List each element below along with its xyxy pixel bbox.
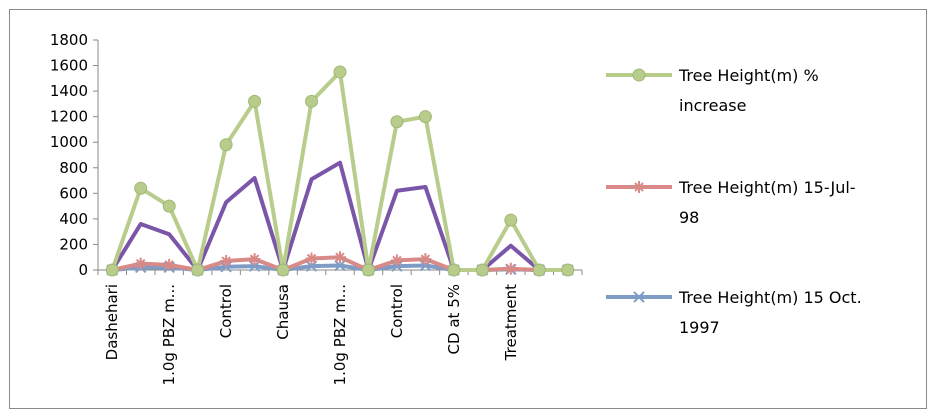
data-point-series-3 [191,263,205,277]
legend-entry-label: Tree Height(m) 15-Jul- [678,178,856,197]
legend-entry-label: 98 [679,208,699,227]
data-point-series-3 [162,199,176,213]
chart-frame [9,9,927,409]
data-point-series-3 [361,263,375,277]
y-tick-label: 400 [59,210,88,228]
data-point-series-3 [248,94,262,108]
data-point-series-1 [248,253,261,266]
data-point-series-3 [134,181,148,195]
y-tick-label: 1800 [50,31,88,49]
legend-entry-label: Tree Height(m) % [678,66,819,85]
y-tick-label: 800 [59,159,88,177]
data-point-series-3 [333,65,347,79]
y-tick-label: 200 [59,235,88,253]
legend-entry-label: 1997 [679,318,720,337]
x-tick-label: Control [388,284,406,338]
y-tick-label: 600 [59,184,88,202]
legend-swatch-marker [632,68,646,82]
data-point-series-1 [134,257,147,270]
x-tick-label: Dashehari [103,284,121,360]
data-point-series-1 [334,251,346,264]
x-tick-label: CD at 5% [445,284,463,354]
data-point-series-1 [305,252,318,265]
x-tick-label: Control [217,284,235,338]
data-point-series-3 [219,138,233,152]
data-point-series-3 [532,263,546,277]
data-point-series-3 [418,110,432,124]
data-point-series-3 [561,263,575,277]
data-point-series-1 [390,254,403,267]
x-tick-label: Treatment [502,284,520,361]
y-tick-label: 1400 [50,82,88,100]
y-tick-label: 0 [78,261,88,279]
data-point-series-1 [163,258,176,271]
data-point-series-1 [504,262,517,275]
y-tick-label: 1600 [50,57,88,75]
data-point-series-3 [276,263,290,277]
series-line-2 [110,160,568,272]
data-point-series-3 [475,263,489,277]
series-line-3 [110,69,568,272]
data-point-series-3 [305,94,319,108]
data-point-series-3 [447,263,461,277]
x-tick-label: Chausa [274,284,292,340]
data-point-series-0 [334,259,346,272]
legend-swatch-marker [633,181,645,193]
legend-swatch-marker [633,291,645,303]
x-tick-label: 1.0g PBZ m... [331,284,349,385]
legend-entry-label: increase [679,96,746,115]
x-tick-label: 1.0g PBZ m... [160,284,178,385]
y-tick-label: 1200 [50,108,88,126]
data-point-series-3 [105,263,119,277]
data-point-series-1 [220,255,233,268]
legend-entry-label: Tree Height(m) 15 Oct. [678,288,862,307]
y-tick-label: 1000 [50,133,88,151]
data-point-series-3 [504,213,518,227]
data-point-series-3 [390,115,404,129]
data-point-series-1 [419,253,432,266]
